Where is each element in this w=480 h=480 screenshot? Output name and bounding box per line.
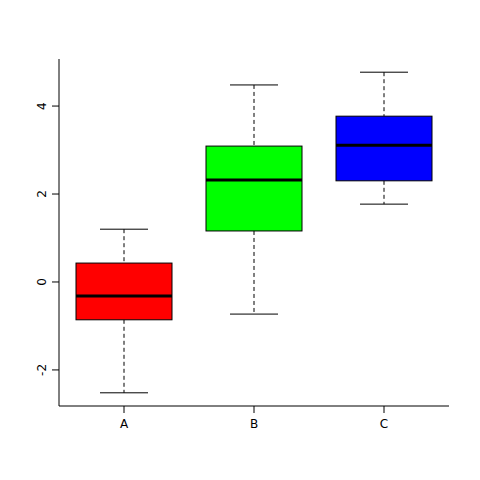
svg-text:2: 2	[35, 190, 49, 198]
svg-text:A: A	[120, 417, 129, 431]
svg-text:0: 0	[35, 278, 49, 286]
svg-text:B: B	[250, 417, 258, 431]
svg-text:-2: -2	[35, 364, 49, 376]
svg-text:C: C	[380, 417, 388, 431]
svg-text:4: 4	[35, 102, 49, 110]
